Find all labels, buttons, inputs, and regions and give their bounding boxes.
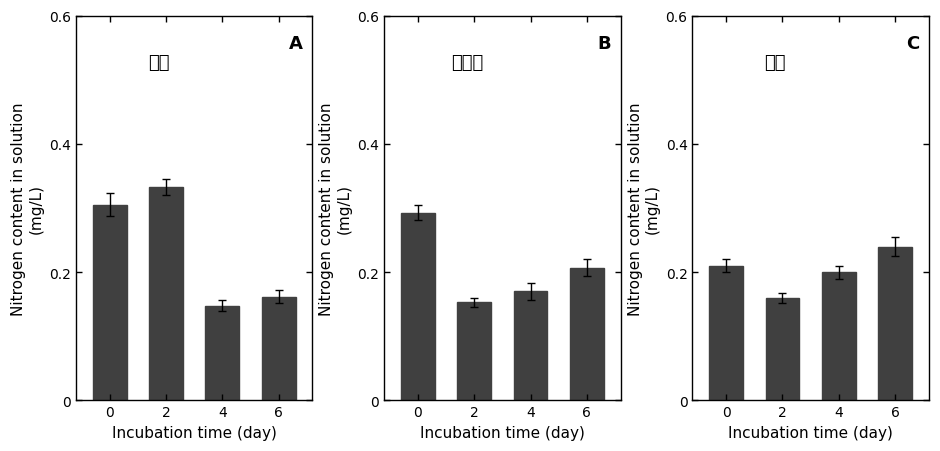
Text: C: C bbox=[906, 34, 919, 52]
Bar bbox=[822, 272, 855, 400]
Bar bbox=[149, 188, 183, 400]
Bar bbox=[765, 298, 799, 400]
Bar bbox=[93, 205, 127, 400]
X-axis label: Incubation time (day): Incubation time (day) bbox=[112, 425, 276, 440]
Bar bbox=[401, 213, 435, 400]
Bar bbox=[710, 266, 744, 400]
Text: A: A bbox=[289, 34, 303, 52]
Bar bbox=[570, 268, 603, 400]
Bar bbox=[206, 306, 239, 400]
Y-axis label: Nitrogen content in solution
(mg/L): Nitrogen content in solution (mg/L) bbox=[11, 102, 43, 315]
Bar bbox=[261, 297, 295, 400]
Text: B: B bbox=[597, 34, 611, 52]
Y-axis label: Nitrogen content in solution
(mg/L): Nitrogen content in solution (mg/L) bbox=[628, 102, 660, 315]
Text: 소안도: 소안도 bbox=[451, 54, 483, 72]
Bar bbox=[878, 247, 912, 400]
Text: 강진: 강진 bbox=[148, 54, 169, 72]
Bar bbox=[458, 303, 491, 400]
Bar bbox=[513, 292, 547, 400]
Y-axis label: Nitrogen content in solution
(mg/L): Nitrogen content in solution (mg/L) bbox=[320, 102, 352, 315]
Text: 해남: 해남 bbox=[764, 54, 786, 72]
X-axis label: Incubation time (day): Incubation time (day) bbox=[728, 425, 893, 440]
X-axis label: Incubation time (day): Incubation time (day) bbox=[420, 425, 585, 440]
